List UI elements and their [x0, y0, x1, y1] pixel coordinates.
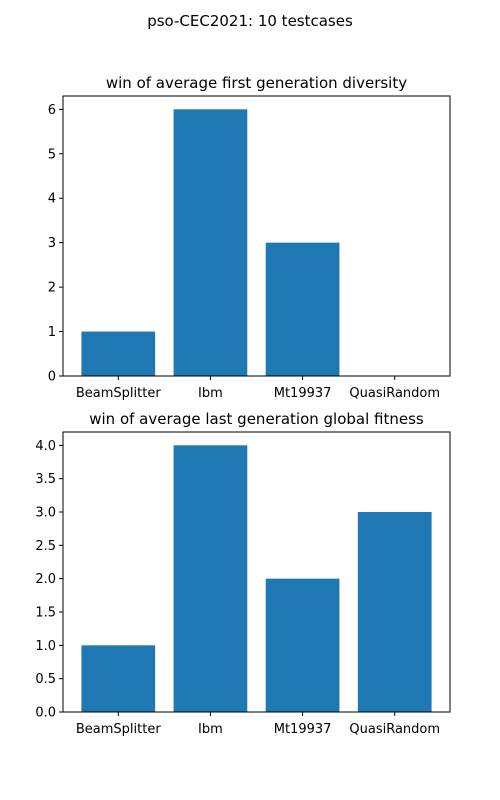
chart2-ytick-label: 2.0 [35, 572, 56, 587]
chart1-ytick-label: 6 [48, 103, 56, 118]
chart2-ytick-label: 0.5 [35, 672, 56, 687]
chart2-xtick-label: Ibm [198, 722, 223, 737]
chart2-ytick-label: 0.0 [35, 706, 56, 721]
chart2-title: win of average last generation global fi… [89, 410, 424, 428]
chart2-ytick-label: 1.0 [35, 639, 56, 654]
chart2-xtick-label: QuasiRandom [349, 722, 440, 737]
chart2-ytick-label: 2.5 [35, 539, 56, 554]
chart2-ytick-label: 4.0 [35, 439, 56, 454]
chart2-bar-beamsplitter [81, 645, 156, 712]
chart1-ytick-label: 0 [48, 370, 56, 385]
chart1-ytick-label: 3 [48, 236, 56, 251]
chart1-xtick-label: Ibm [198, 386, 223, 401]
chart1-ytick-label: 5 [48, 147, 56, 162]
chart1-title: win of average first generation diversit… [106, 74, 407, 92]
chart1-bar-ibm [173, 109, 248, 376]
chart2-xtick-label: BeamSplitter [76, 722, 161, 737]
chart1-bar-beamsplitter [81, 331, 156, 376]
chart2-ytick-label: 3.5 [35, 472, 56, 487]
chart1-xtick-label: QuasiRandom [349, 386, 440, 401]
chart2-bar-mt19937 [265, 578, 340, 712]
chart2-ytick-label: 1.5 [35, 606, 56, 621]
chart1-ytick-label: 4 [48, 192, 56, 207]
chart2-xtick-label: Mt19937 [274, 722, 332, 737]
chart1-ytick-label: 1 [48, 325, 56, 340]
chart2-axes-frame [62, 431, 451, 713]
chart1-axes-frame [62, 95, 451, 377]
chart2-ytick-label: 3.0 [35, 506, 56, 521]
chart1-xtick-label: BeamSplitter [76, 386, 161, 401]
chart2-bar-quasirandom [357, 512, 432, 712]
figure-title: pso-CEC2021: 10 testcases [147, 12, 353, 30]
chart1-xtick-label: Mt19937 [274, 386, 332, 401]
chart2-bar-ibm [173, 445, 248, 712]
chart1-ytick-label: 2 [48, 281, 56, 296]
chart1-bar-mt19937 [265, 242, 340, 376]
